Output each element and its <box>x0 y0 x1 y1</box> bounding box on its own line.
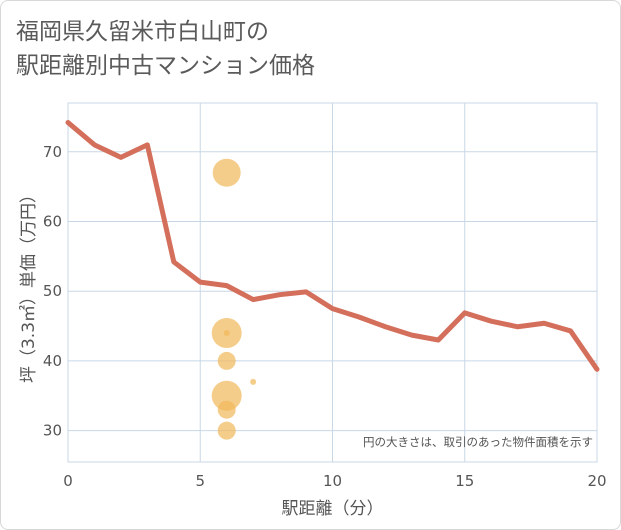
grid-lines <box>67 102 598 463</box>
x-tick-label: 15 <box>455 472 474 490</box>
bubble-point <box>211 380 242 411</box>
x-tick-label: 0 <box>63 472 73 490</box>
size-note: 円の大きさは、取引のあった物件面積を示す <box>363 435 593 449</box>
price-line <box>65 120 600 372</box>
bubble-layer <box>211 158 257 440</box>
axes: 0 5 10 15 20 30 40 50 60 70 円の大きさは、取引のあった物件面積を示す駅距… <box>19 143 607 519</box>
x-axis-label: 駅距離（分） <box>282 499 384 519</box>
bubble-point <box>217 421 236 440</box>
y-tick-label: 60 <box>43 213 62 231</box>
x-tick-label: 10 <box>323 472 342 490</box>
x-tick-label: 20 <box>587 472 606 490</box>
line-layer <box>65 120 600 372</box>
bubble-point <box>223 330 230 337</box>
y-tick-label: 50 <box>43 282 62 300</box>
chart-title-line2: 駅距離別中古マンション価格 <box>16 53 315 79</box>
bubble-point <box>217 351 236 370</box>
x-tick-label: 5 <box>195 472 205 490</box>
chart-title-line1: 福岡県久留米市白山町の <box>16 19 269 45</box>
y-tick-label: 70 <box>43 143 62 161</box>
bubble-point <box>217 400 236 419</box>
y-tick-label: 40 <box>43 352 62 370</box>
y-axis-label: 坪（3.3㎡）単価（万円） <box>19 186 39 383</box>
bubble-point <box>212 158 241 187</box>
chart-title: 福岡県久留米市白山町の 駅距離別中古マンション価格 <box>16 15 315 83</box>
bubble-point <box>250 378 257 385</box>
y-tick-label: 30 <box>43 422 62 440</box>
